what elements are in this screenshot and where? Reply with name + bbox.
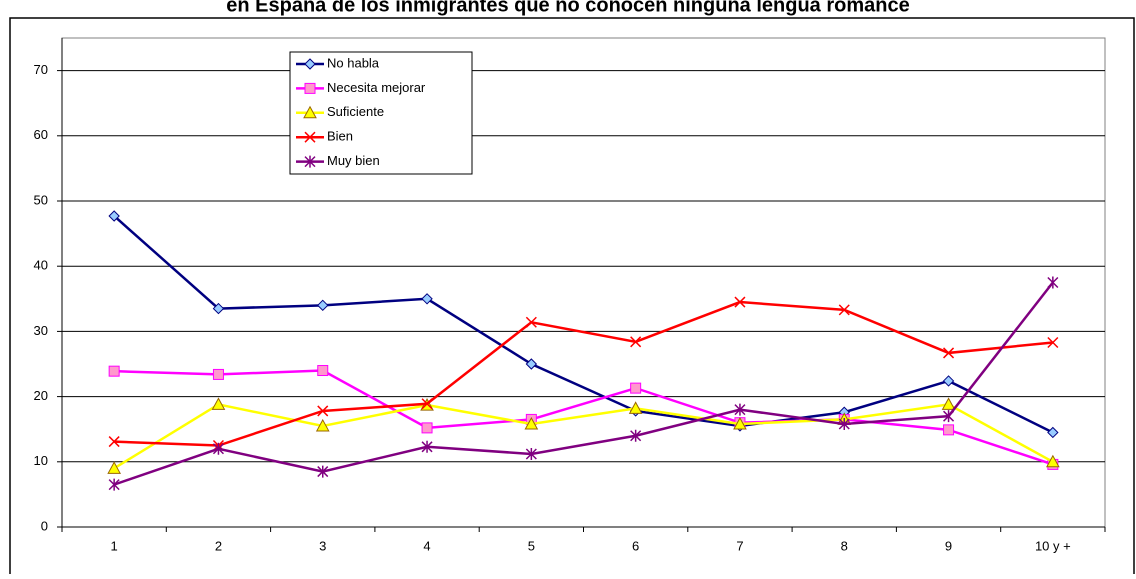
data-point xyxy=(421,422,433,434)
data-point xyxy=(315,418,330,432)
data-point xyxy=(630,336,642,348)
data-point xyxy=(421,440,433,453)
series-line xyxy=(113,281,1054,486)
data-point xyxy=(943,410,955,423)
data-point xyxy=(108,210,120,222)
data-point xyxy=(317,299,329,312)
data-point xyxy=(421,398,433,410)
x-tick-label: 4 xyxy=(423,538,430,553)
legend-marker xyxy=(304,82,316,94)
legend-marker xyxy=(303,105,317,119)
y-tick-label: 40 xyxy=(34,258,48,273)
data-point xyxy=(734,296,746,308)
legend-label: Necesita mejorar xyxy=(327,80,426,95)
x-tick-label: 6 xyxy=(632,538,639,553)
data-point xyxy=(628,401,643,414)
data-point xyxy=(1047,426,1059,439)
data-point xyxy=(525,447,537,460)
series-line xyxy=(113,215,1054,434)
data-point xyxy=(734,403,746,416)
y-tick-label: 20 xyxy=(34,388,48,403)
legend-label: Muy bien xyxy=(327,153,380,168)
x-tick-label: 10 y + xyxy=(1035,538,1071,553)
legend-marker xyxy=(304,131,316,143)
data-point xyxy=(525,316,537,328)
data-point xyxy=(212,368,224,380)
data-point xyxy=(525,358,538,370)
data-point xyxy=(838,417,850,430)
chart-title: en España de los inmigrantes que no cono… xyxy=(226,0,909,16)
y-tick-label: 60 xyxy=(34,127,48,142)
data-point xyxy=(630,382,642,394)
data-point xyxy=(108,436,120,448)
data-point xyxy=(211,397,226,410)
series-line xyxy=(114,300,1053,447)
data-point xyxy=(941,397,956,410)
data-point xyxy=(421,293,433,305)
data-point xyxy=(1047,336,1059,349)
x-tick-label: 7 xyxy=(736,538,743,553)
legend-marker xyxy=(304,58,316,70)
legend-label: Suficiente xyxy=(327,104,384,119)
legend-marker xyxy=(304,155,316,168)
data-point xyxy=(630,429,642,442)
x-tick-label: 9 xyxy=(945,538,952,553)
data-point xyxy=(212,442,224,455)
x-tick-label: 8 xyxy=(841,538,848,553)
data-point xyxy=(317,465,329,478)
x-tick-label: 2 xyxy=(215,538,222,553)
data-point xyxy=(943,347,955,359)
legend-label: No habla xyxy=(327,55,380,70)
y-tick-label: 30 xyxy=(34,323,48,338)
y-tick-label: 70 xyxy=(34,62,48,77)
data-point xyxy=(108,478,120,491)
legend-label: Bien xyxy=(327,129,353,144)
series-line xyxy=(113,403,1054,470)
data-point xyxy=(524,416,539,430)
data-point xyxy=(942,375,955,387)
data-point xyxy=(108,365,120,377)
data-point xyxy=(317,365,329,377)
y-tick-label: 0 xyxy=(41,518,48,533)
series-line xyxy=(114,369,1054,466)
data-point xyxy=(212,302,225,315)
data-point xyxy=(943,424,955,436)
data-point xyxy=(1046,454,1060,468)
y-tick-label: 10 xyxy=(34,453,48,468)
data-point xyxy=(107,461,121,474)
data-point xyxy=(838,304,850,316)
data-point xyxy=(317,405,329,417)
x-tick-label: 5 xyxy=(528,538,535,553)
x-tick-label: 1 xyxy=(111,538,118,553)
data-point xyxy=(1047,276,1059,289)
data-point xyxy=(733,416,747,430)
y-tick-label: 50 xyxy=(34,192,48,207)
x-tick-label: 3 xyxy=(319,538,326,553)
